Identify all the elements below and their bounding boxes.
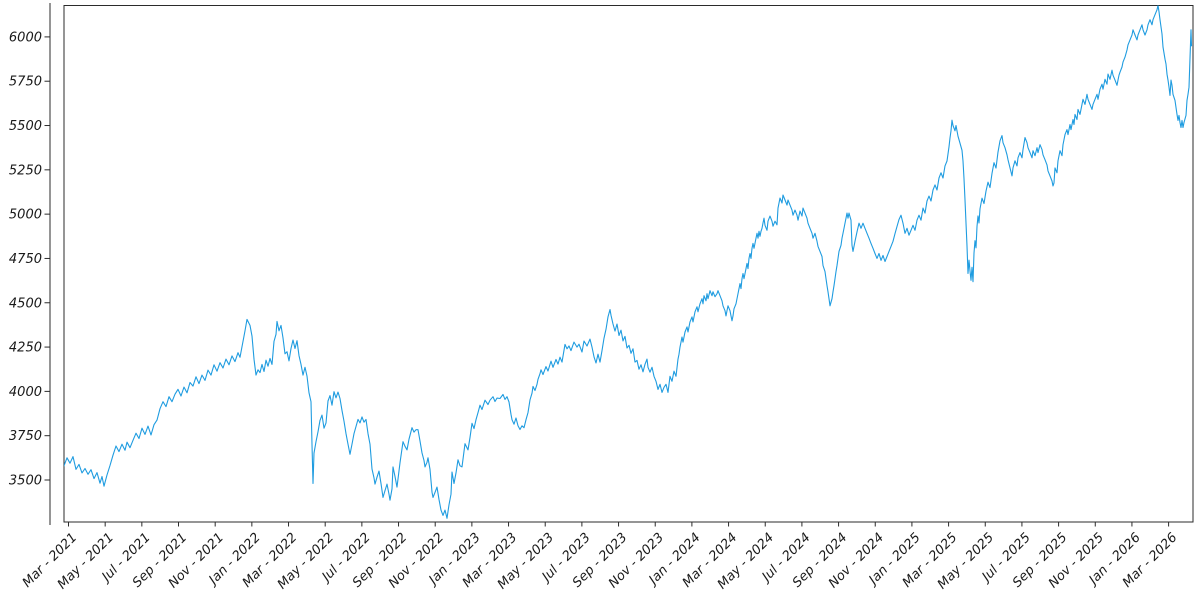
- y-tick-label: 5500: [9, 119, 42, 134]
- y-tick-label: 5750: [9, 75, 42, 90]
- plot-border: [63, 5, 1194, 523]
- y-tick-label: 4250: [9, 341, 42, 356]
- y-tick-label: 5250: [9, 163, 42, 178]
- y-tick-label: 3750: [9, 429, 42, 444]
- y-tick-label: 6000: [9, 30, 42, 45]
- y-tick-label: 5000: [9, 208, 42, 223]
- y-tick-label: 4750: [9, 252, 42, 267]
- price-line: [64, 5, 1193, 519]
- y-tick-label: 3500: [9, 474, 42, 489]
- y-tick-label: 4000: [9, 385, 42, 400]
- y-tick-label: 4500: [9, 296, 42, 311]
